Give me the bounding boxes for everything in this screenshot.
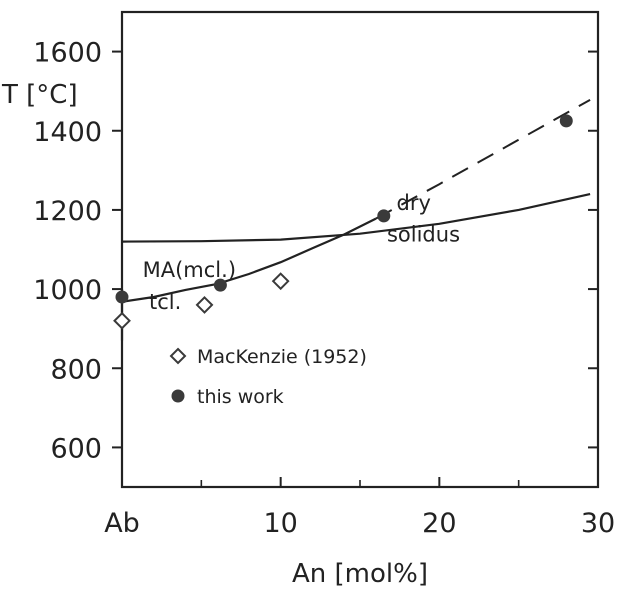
this-work-point (115, 290, 129, 304)
this-work-point (377, 209, 391, 223)
plot-frame (120, 10, 600, 489)
annotation-0: MA(mcl.) (143, 258, 236, 282)
legend-label: MacKenzie (1952) (197, 346, 367, 368)
y-axis-label: T [°C] (1, 80, 78, 110)
mackenzie-point (195, 296, 214, 314)
this-work-point (559, 114, 573, 128)
x-tick-label: 30 (581, 508, 615, 539)
annotation-3: solidus (387, 223, 460, 247)
annotation-1: tcl. (149, 290, 181, 314)
curve-2 (375, 99, 591, 220)
legend-marker-circle (171, 389, 185, 403)
legend: MacKenzie (1952) this work (169, 346, 367, 408)
annotations: MA(mcl.) tcl. dry solidus (143, 191, 460, 314)
legend-marker-diamond (169, 347, 187, 365)
curves (120, 99, 591, 341)
x-axis-label: An [mol%] (292, 559, 428, 589)
x-tick-label: Ab (104, 508, 140, 539)
curve-1 (121, 217, 377, 303)
mackenzie-point (271, 272, 290, 291)
legend-label: this work (197, 386, 284, 408)
tick-labels: 600 800 1000 1200 1400 1600 Ab 10 20 30 (33, 38, 615, 539)
y-tick-label: 1000 (33, 275, 102, 306)
axis-ticks (112, 50, 599, 487)
x-tick-label: 20 (422, 508, 456, 539)
mackenzie-point (113, 311, 131, 330)
y-tick-label: 1400 (33, 117, 102, 148)
data-points (113, 114, 573, 330)
y-tick-label: 800 (50, 354, 102, 385)
x-tick-label: 10 (263, 508, 297, 539)
annotation-2: dry (396, 191, 430, 215)
y-tick-label: 1200 (33, 196, 102, 227)
y-tick-label: 600 (50, 433, 102, 464)
curve-0 (121, 193, 591, 243)
this-work-point (213, 278, 227, 292)
y-tick-label: 1600 (33, 38, 102, 69)
